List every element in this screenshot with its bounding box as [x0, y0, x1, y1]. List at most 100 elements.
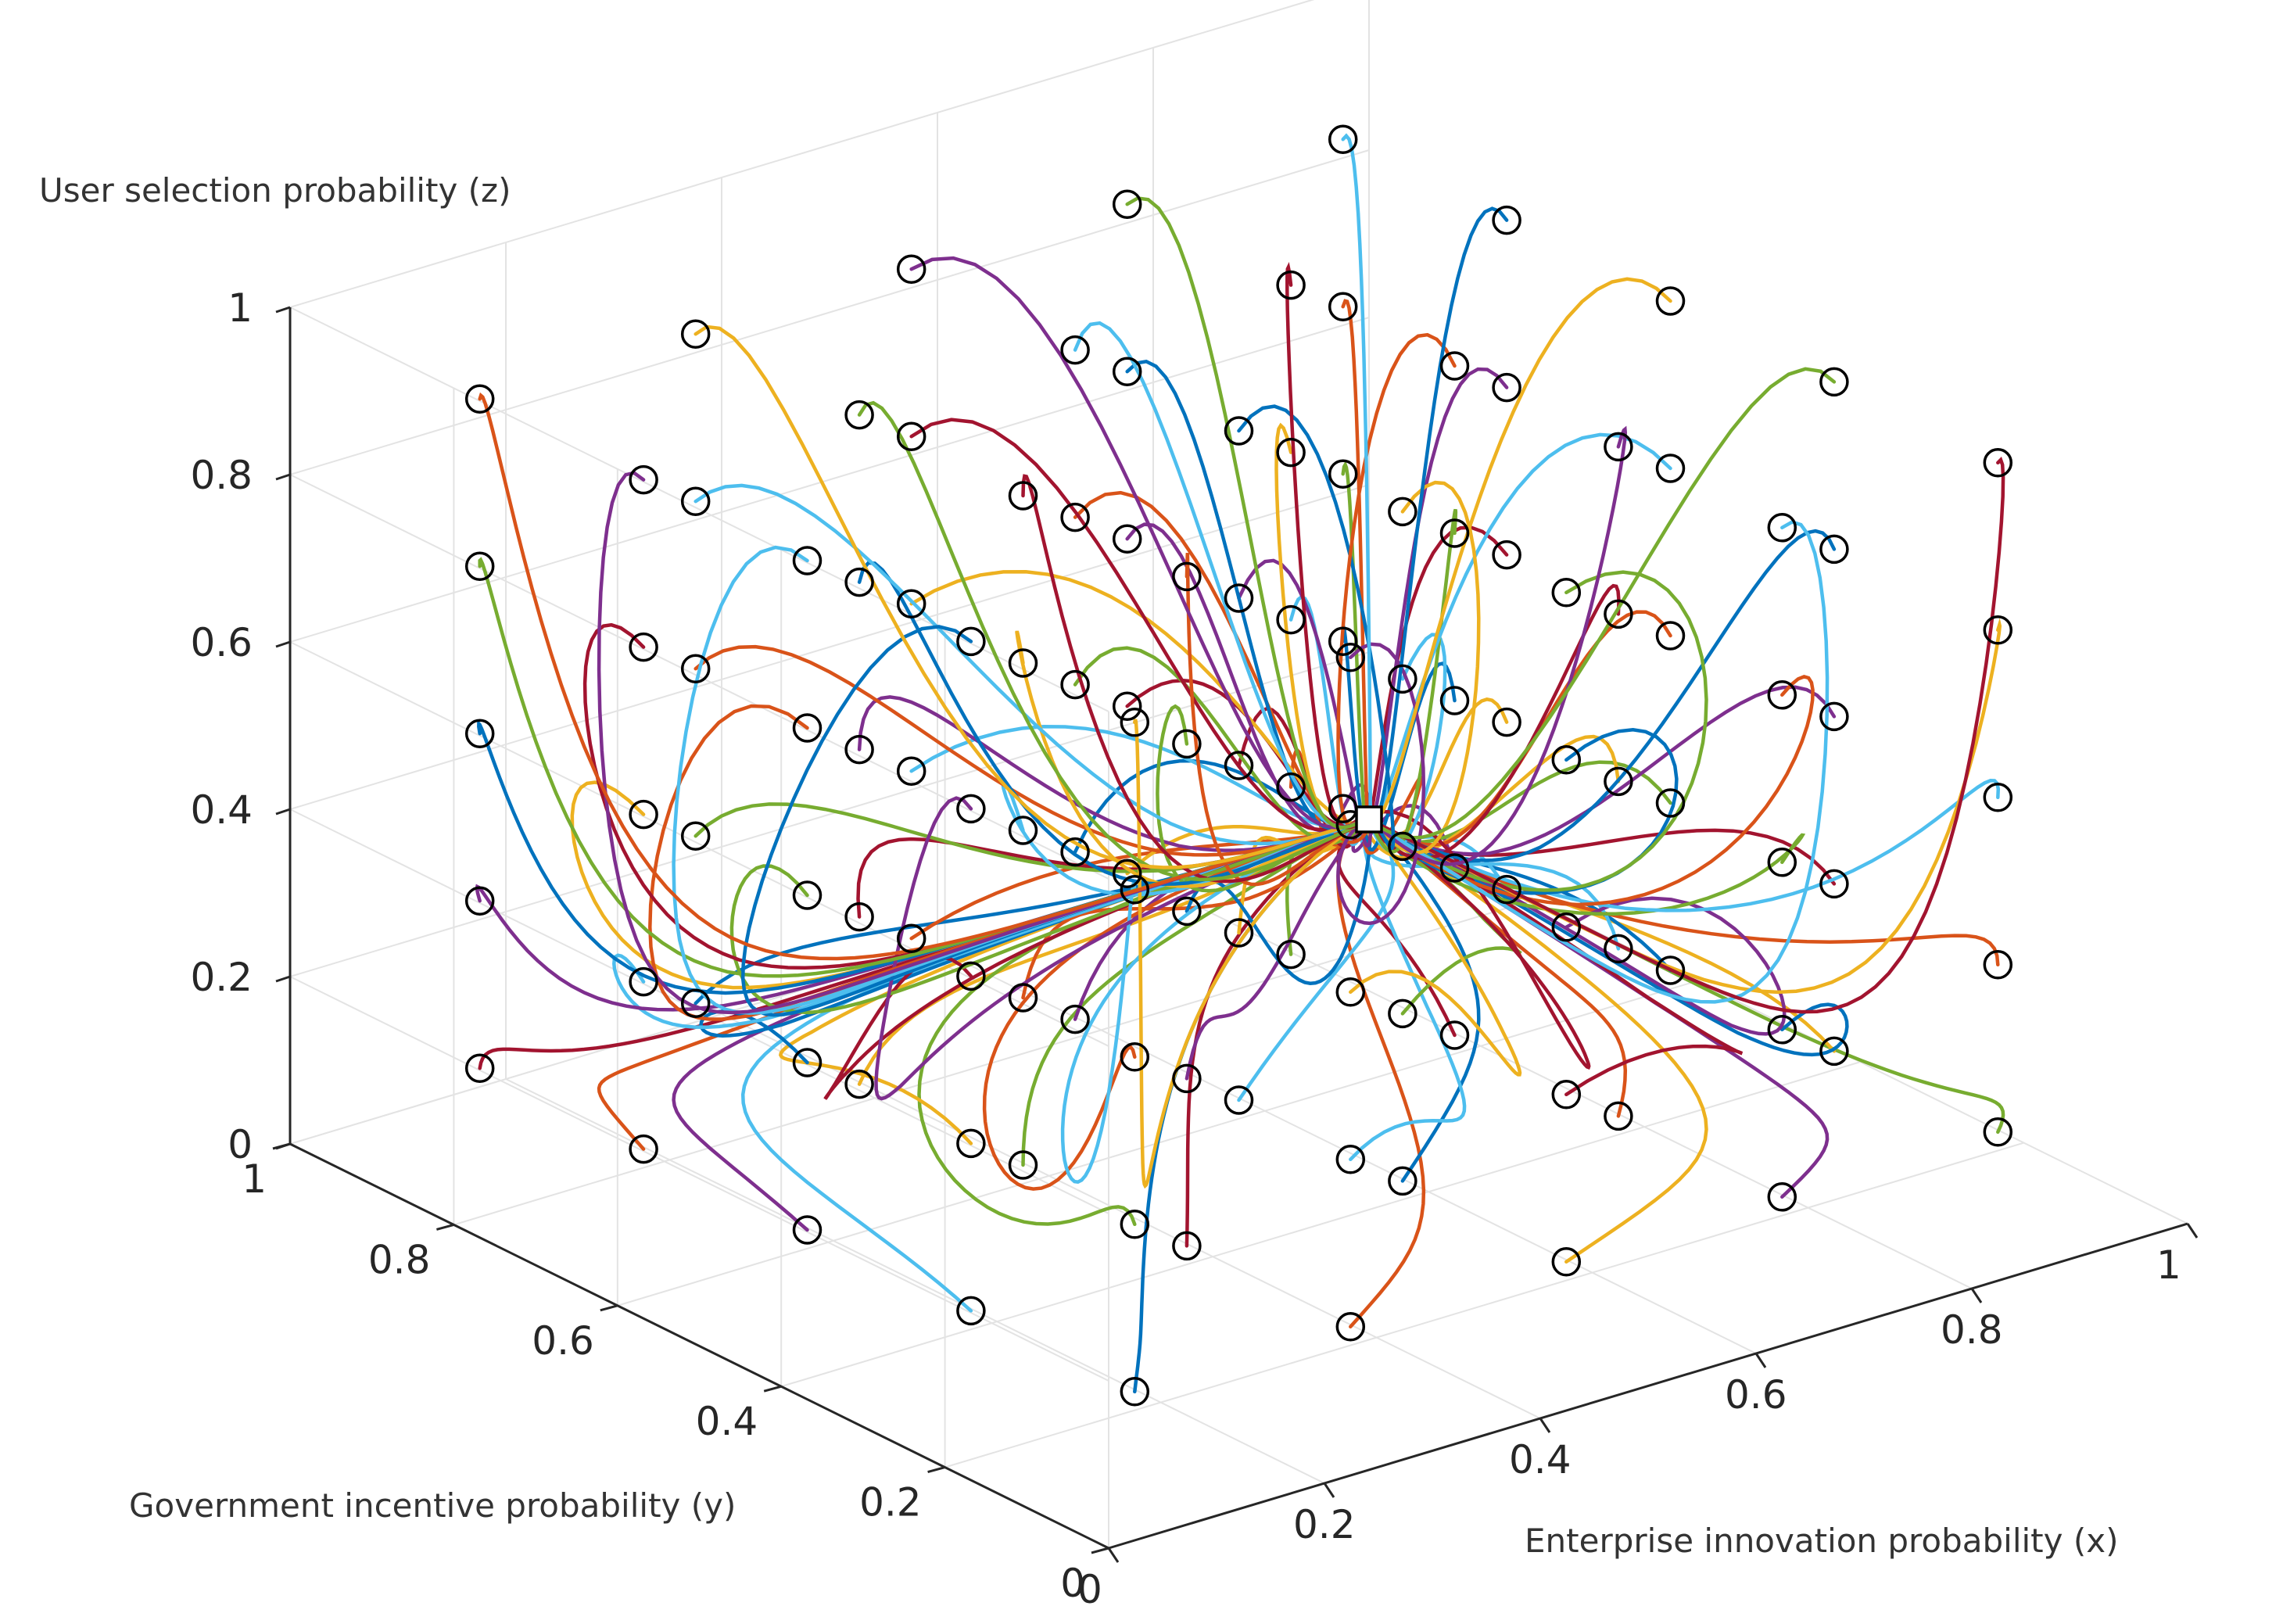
initial-point-marker: [1388, 664, 1417, 694]
trajectory-line: [1125, 522, 1371, 833]
equilibrium-point-marker: [1355, 805, 1383, 834]
initial-point-marker: [1983, 950, 2013, 980]
grid-line: [289, 651, 1370, 977]
initial-point-marker: [1439, 686, 1470, 715]
y-tick-label: 0.6: [532, 1318, 594, 1364]
x-tick-mark: [1539, 1418, 1551, 1433]
x-tick-label: 0: [1077, 1567, 1102, 1612]
axes: [272, 306, 2199, 1563]
initial-point-marker: [1819, 701, 1849, 732]
initial-point-marker: [1983, 615, 2013, 645]
initial-point-marker: [629, 632, 658, 662]
initial-point-marker: [792, 713, 823, 743]
initial-point-marker: [1335, 977, 1366, 1007]
x-tick-mark: [2186, 1223, 2199, 1239]
initial-point-marker: [1604, 432, 1633, 462]
initial-point-marker: [1655, 788, 1686, 818]
trajectory-line: [729, 830, 1334, 1015]
x-tick-mark: [1754, 1353, 1767, 1368]
y-axis-label: Government incentive probability (y): [129, 1486, 736, 1525]
initial-point-marker: [1335, 1145, 1366, 1174]
y-tick-label: 0.8: [368, 1237, 431, 1282]
x-tick-label: 0.6: [1725, 1372, 1787, 1418]
initial-point-marker: [1388, 998, 1417, 1029]
markers: [464, 124, 2013, 1407]
initial-point-marker: [1060, 837, 1090, 867]
x-axis-line: [1108, 1222, 2188, 1550]
initial-point-marker: [1604, 934, 1633, 964]
grid-line: [944, 1142, 2024, 1468]
initial-point-marker: [1492, 540, 1521, 570]
initial-point-marker: [1172, 561, 1202, 592]
initial-point-marker: [1551, 1247, 1582, 1277]
z-tick-label: 0: [228, 1122, 253, 1167]
initial-point-marker: [680, 821, 711, 851]
trajectory-line: [1370, 618, 2002, 995]
initial-point-marker: [1439, 518, 1470, 548]
initial-point-marker: [1008, 1150, 1038, 1180]
grid-line: [289, 317, 1370, 643]
initial-point-marker: [792, 880, 823, 910]
initial-point-marker: [1008, 816, 1038, 845]
grid-line: [780, 1061, 1861, 1388]
initial-point-marker: [680, 988, 711, 1018]
initial-point-marker: [1172, 1063, 1202, 1094]
initial-point-marker: [1276, 604, 1306, 635]
initial-point-marker: [1172, 896, 1202, 927]
initial-point-marker: [1551, 578, 1582, 608]
grid-line: [289, 976, 1109, 1382]
y-tick-mark: [1091, 1547, 1109, 1554]
y-tick-label: 0.2: [859, 1480, 922, 1525]
initial-point-marker: [896, 756, 926, 786]
initial-point-marker: [1767, 1015, 1797, 1045]
initial-point-marker: [1328, 124, 1358, 154]
initial-point-marker: [1112, 524, 1142, 554]
initial-point-marker: [1819, 534, 1849, 565]
initial-point-marker: [1655, 286, 1686, 316]
y-tick-mark: [763, 1385, 782, 1393]
grid-line: [289, 307, 1109, 712]
initial-point-marker: [1767, 680, 1797, 710]
y-tick-mark: [600, 1304, 618, 1312]
initial-point-marker: [1388, 831, 1417, 862]
initial-point-marker: [1439, 853, 1470, 883]
initial-point-marker: [1983, 783, 2013, 812]
initial-point-marker: [1551, 745, 1582, 775]
initial-point-marker: [1604, 766, 1633, 797]
initial-point-marker: [1112, 691, 1142, 721]
z-tick-mark: [275, 1142, 291, 1150]
initial-point-marker: [680, 654, 711, 683]
initial-point-marker: [1819, 367, 1849, 397]
x-tick-mark: [1970, 1288, 1983, 1303]
z-tick-label: 0.6: [190, 620, 253, 665]
initial-point-marker: [1224, 918, 1254, 948]
x-tick-label: 1: [2156, 1242, 2181, 1288]
initial-point-marker: [1112, 189, 1142, 219]
initial-point-marker: [680, 486, 711, 516]
x-tick-mark: [1323, 1482, 1335, 1498]
initial-point-marker: [1008, 481, 1038, 511]
initial-point-marker: [896, 589, 926, 618]
initial-point-marker: [464, 384, 495, 414]
initial-point-marker: [1655, 621, 1686, 651]
initial-point-marker: [1335, 1312, 1366, 1342]
y-tick-label: 0.4: [696, 1399, 758, 1444]
y-tick-mark: [436, 1223, 454, 1231]
initial-point-marker: [1172, 1231, 1202, 1261]
grid-line: [289, 484, 1370, 810]
initial-point-marker: [956, 1128, 986, 1159]
initial-point-marker: [792, 1048, 823, 1077]
initial-point-marker: [1276, 772, 1306, 802]
initial-point-marker: [1276, 437, 1306, 468]
initial-point-marker: [1492, 707, 1521, 737]
initial-point-marker: [1224, 583, 1254, 613]
z-tick-mark: [275, 306, 291, 314]
x-tick-mark: [1107, 1547, 1120, 1563]
z-axis-label: User selection probability (z): [39, 171, 511, 210]
initial-point-marker: [464, 886, 495, 916]
initial-point-marker: [1276, 939, 1306, 970]
initial-point-marker: [1120, 1042, 1150, 1072]
grid-line: [289, 0, 1315, 308]
initial-point-marker: [1276, 270, 1306, 300]
